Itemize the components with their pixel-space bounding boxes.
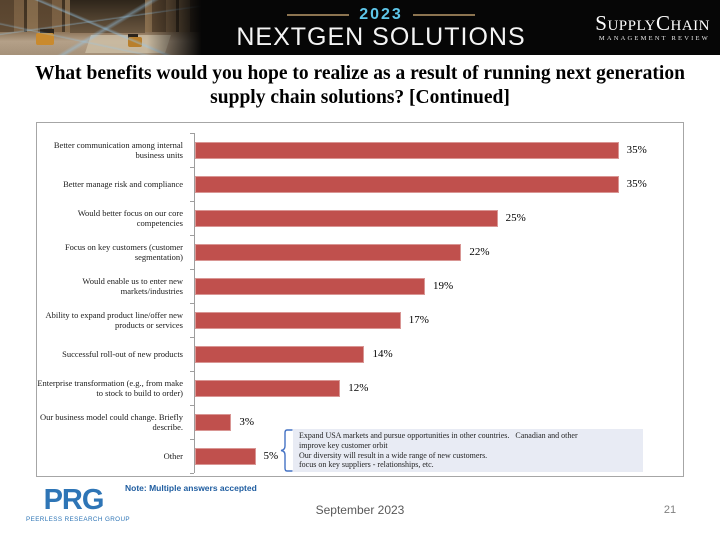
- category-label: Would better focus on our core competenc…: [77, 207, 183, 228]
- bar-value-label: 35%: [626, 178, 647, 190]
- header-banner: 2023 NEXTGEN SOLUTIONS SupplyChain MANAG…: [0, 0, 720, 55]
- category-label: Ability to expand product line/offer new…: [45, 309, 183, 330]
- bar-value-label: 17%: [408, 314, 429, 326]
- category-label: Better communication among internal busi…: [53, 139, 183, 160]
- bar-track: 3%: [189, 413, 683, 431]
- bar: [195, 243, 462, 261]
- bar-value-label: 5%: [263, 450, 279, 462]
- axis-tick: [190, 167, 194, 168]
- axis-tick: [190, 269, 194, 270]
- chart-row: Would better focus on our core competenc…: [37, 201, 683, 235]
- bar: [195, 413, 232, 431]
- prg-logo-text: PRG: [43, 484, 105, 516]
- bar-track: 12%: [189, 379, 683, 397]
- fade-overlay: [0, 0, 210, 55]
- category-label: Better manage risk and compliance: [63, 178, 183, 189]
- bar-value-label: 14%: [372, 348, 393, 360]
- year-divider-left: [287, 14, 350, 17]
- supplychain-logo-subtitle: MANAGEMENT REVIEW: [598, 35, 710, 42]
- bar-value-label: 25%: [505, 212, 526, 224]
- bar: [195, 141, 619, 159]
- axis-tick: [190, 405, 194, 406]
- bar: [195, 345, 365, 363]
- bar: [195, 175, 619, 193]
- axis-tick: [190, 235, 194, 236]
- axis-tick: [190, 337, 194, 338]
- bar: [195, 379, 341, 397]
- category-label: Enterprise transformation (e.g., from ma…: [37, 377, 183, 398]
- bar: [195, 209, 498, 227]
- annotation-line: Expand USA markets and pursue opportunit…: [299, 431, 578, 440]
- prg-logo: PRG PEERLESS RESEARCH GROUP: [26, 484, 131, 523]
- chart-row: Would enable us to enter new markets/ind…: [37, 269, 683, 303]
- bar-track: 19%: [189, 277, 683, 295]
- bar-track: 22%: [189, 243, 683, 261]
- axis-tick: [190, 473, 194, 474]
- supplychain-logo-name: SupplyChain: [595, 11, 710, 35]
- warehouse-photo: [0, 0, 210, 55]
- chart-row: Enterprise transformation (e.g., from ma…: [37, 371, 683, 405]
- category-label: Focus on key customers (customer segment…: [64, 241, 183, 262]
- page-number: 21: [663, 504, 677, 516]
- axis-tick: [190, 371, 194, 372]
- bar: [195, 447, 256, 465]
- supplychain-logo: SupplyChain MANAGEMENT REVIEW: [552, 11, 720, 43]
- banner-year: 2023: [359, 6, 403, 24]
- bar-value-label: 22%: [469, 246, 490, 258]
- bar-track: 5%: [189, 447, 683, 465]
- chart-row: Better communication among internal busi…: [37, 133, 683, 167]
- chart-row: Better manage risk and compliance 35%: [37, 167, 683, 201]
- category-label: Our business model could change. Briefly…: [39, 411, 183, 432]
- other-responses-annotation: Expand USA markets and pursue opportunit…: [293, 429, 643, 472]
- banner-title-group: 2023 NEXTGEN SOLUTIONS: [210, 4, 552, 50]
- year-divider-right: [412, 14, 475, 17]
- page-title: What benefits would you hope to realize …: [35, 63, 685, 109]
- axis-tick: [190, 201, 194, 202]
- bar-track: 35%: [189, 175, 683, 193]
- brace-connector: [280, 429, 293, 472]
- chart-row: Other 5%: [37, 439, 683, 473]
- chart-y-axis: [194, 133, 195, 473]
- bar-track: 25%: [189, 209, 683, 227]
- bar-value-label: 12%: [348, 382, 369, 394]
- banner-brand: NEXTGEN SOLUTIONS: [236, 23, 526, 52]
- chart-row: Our business model could change. Briefly…: [37, 405, 683, 439]
- bar-track: 17%: [189, 311, 683, 329]
- bar: [195, 277, 425, 295]
- bar-value-label: 3%: [239, 416, 254, 428]
- bar-value-label: 19%: [433, 280, 454, 292]
- category-label: Other: [163, 450, 183, 461]
- chart-note: Note: Multiple answers accepted: [125, 483, 257, 493]
- prg-logo-subtext: PEERLESS RESEARCH GROUP: [26, 515, 131, 523]
- annotation-line: focus on key suppliers - relationships, …: [299, 460, 434, 470]
- category-label: Successful roll-out of new products: [62, 348, 183, 359]
- axis-tick: [190, 439, 194, 440]
- chart-row: Successful roll-out of new products 14%: [37, 337, 683, 371]
- bar-track: 35%: [189, 141, 683, 159]
- axis-tick: [190, 303, 194, 304]
- bar: [195, 311, 401, 329]
- chart-row: Focus on key customers (customer segment…: [37, 235, 683, 269]
- annotation-line: Our diversity will result in a wide rang…: [299, 450, 488, 460]
- annotation-line: improve key customer orbit: [299, 440, 388, 450]
- bar-track: 14%: [189, 345, 683, 363]
- chart-row: Ability to expand product line/offer new…: [37, 303, 683, 337]
- bar-value-label: 35%: [626, 144, 647, 156]
- chart-rows: Better communication among internal busi…: [37, 133, 683, 473]
- axis-tick: [190, 133, 194, 134]
- bar-chart-panel: Better communication among internal busi…: [36, 122, 684, 477]
- category-label: Would enable us to enter new markets/ind…: [82, 275, 183, 296]
